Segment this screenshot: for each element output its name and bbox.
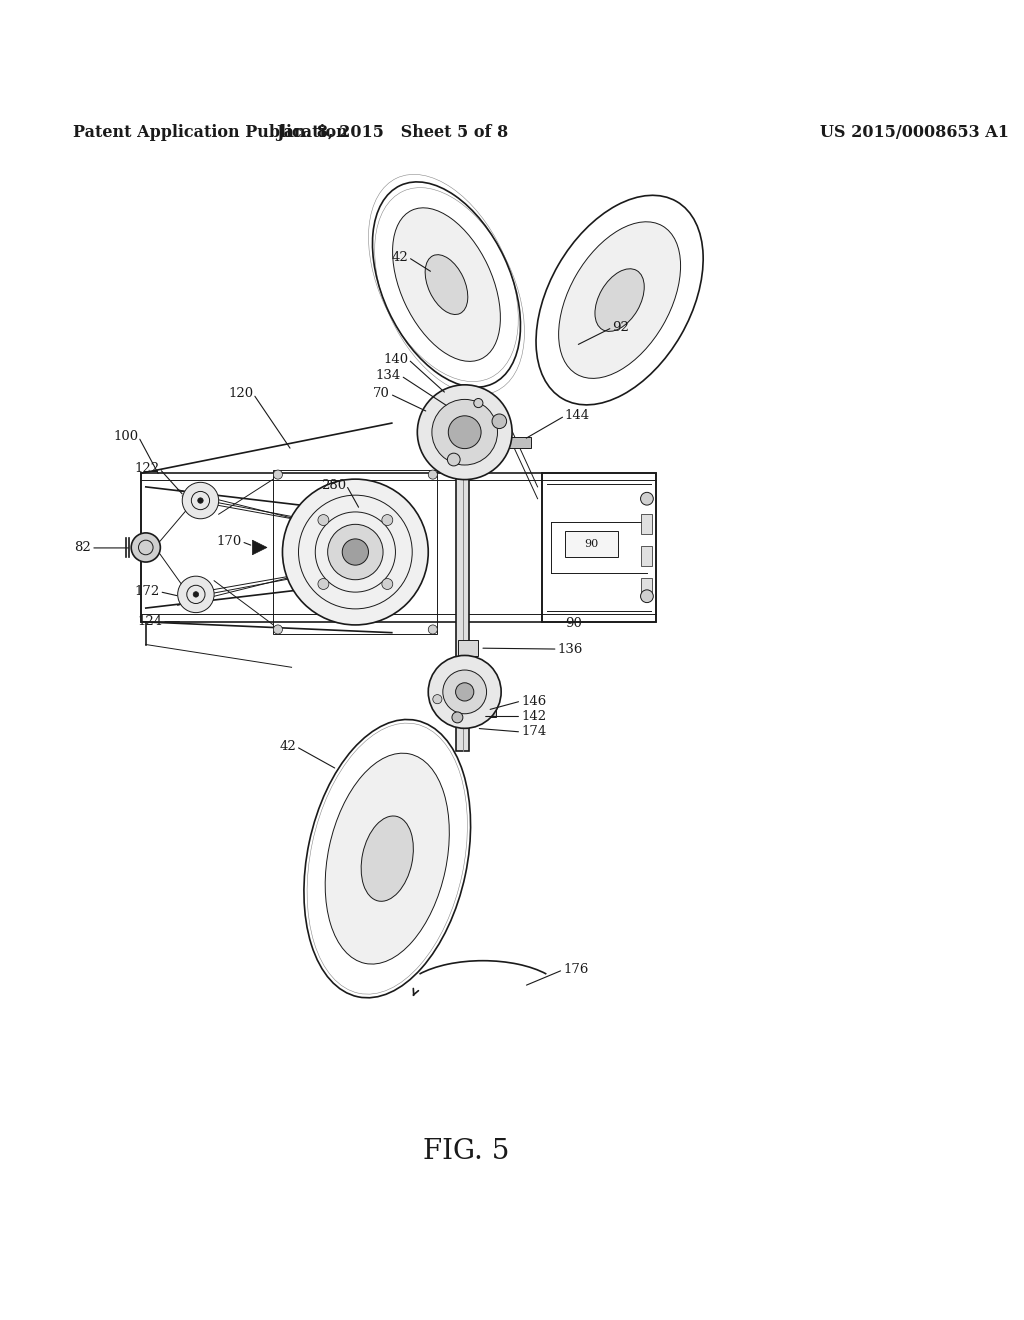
Circle shape <box>641 590 653 603</box>
Circle shape <box>493 414 507 429</box>
Circle shape <box>382 515 393 525</box>
Text: 176: 176 <box>563 964 589 977</box>
Text: 42: 42 <box>391 251 409 264</box>
Bar <box>457 400 469 751</box>
Circle shape <box>382 578 393 590</box>
Text: 120: 120 <box>228 388 253 400</box>
Circle shape <box>433 694 442 704</box>
Circle shape <box>317 515 329 525</box>
Bar <box>641 546 652 566</box>
Bar <box>475 694 496 702</box>
Circle shape <box>194 591 199 597</box>
Text: 42: 42 <box>280 741 296 754</box>
Circle shape <box>328 524 383 579</box>
Ellipse shape <box>392 207 501 362</box>
Circle shape <box>198 498 203 503</box>
Text: 122: 122 <box>134 462 160 475</box>
Circle shape <box>283 479 428 624</box>
Bar <box>141 473 656 622</box>
Circle shape <box>428 470 437 479</box>
Circle shape <box>449 416 481 449</box>
Bar <box>273 470 437 634</box>
Bar <box>460 651 469 668</box>
Bar <box>459 640 478 656</box>
Bar <box>474 709 496 717</box>
Circle shape <box>342 539 369 565</box>
Bar <box>542 473 656 622</box>
Polygon shape <box>252 540 267 554</box>
Ellipse shape <box>559 222 681 379</box>
Text: FIG. 5: FIG. 5 <box>423 1138 510 1166</box>
Circle shape <box>273 470 283 479</box>
Text: 90: 90 <box>585 539 598 549</box>
Text: 136: 136 <box>558 643 583 656</box>
Text: 82: 82 <box>75 541 91 554</box>
Bar <box>641 578 652 598</box>
Circle shape <box>456 682 474 701</box>
Ellipse shape <box>595 269 644 331</box>
Bar <box>449 405 461 425</box>
Circle shape <box>447 453 460 466</box>
Circle shape <box>442 671 486 714</box>
Text: 172: 172 <box>134 585 160 598</box>
Circle shape <box>452 711 463 723</box>
Circle shape <box>131 533 161 562</box>
Bar <box>641 515 652 535</box>
Text: 170: 170 <box>216 535 242 548</box>
Circle shape <box>428 624 437 634</box>
Text: 92: 92 <box>612 321 629 334</box>
Circle shape <box>641 492 653 506</box>
Circle shape <box>317 578 329 590</box>
Circle shape <box>418 385 512 479</box>
Text: 100: 100 <box>114 430 138 444</box>
Text: 134: 134 <box>376 370 401 383</box>
Text: Patent Application Publication: Patent Application Publication <box>73 124 347 141</box>
Text: 70: 70 <box>373 388 390 400</box>
Text: 90: 90 <box>565 616 582 630</box>
Text: 142: 142 <box>521 710 547 723</box>
Text: 124: 124 <box>137 615 162 628</box>
Circle shape <box>178 576 214 612</box>
Ellipse shape <box>361 816 414 902</box>
Bar <box>478 678 497 688</box>
Text: 280: 280 <box>322 479 346 491</box>
Circle shape <box>474 399 483 408</box>
Text: 144: 144 <box>565 409 590 422</box>
Text: 140: 140 <box>383 352 409 366</box>
Text: 146: 146 <box>521 694 547 708</box>
Ellipse shape <box>425 255 468 314</box>
Text: 174: 174 <box>521 726 547 738</box>
Ellipse shape <box>326 754 450 964</box>
Circle shape <box>432 400 498 465</box>
Text: Jan. 8, 2015   Sheet 5 of 8: Jan. 8, 2015 Sheet 5 of 8 <box>275 124 508 141</box>
Bar <box>506 437 531 447</box>
Circle shape <box>273 624 283 634</box>
Circle shape <box>428 656 501 729</box>
Circle shape <box>182 482 219 519</box>
Text: US 2015/0008653 A1: US 2015/0008653 A1 <box>820 124 1009 141</box>
Bar <box>565 531 617 557</box>
